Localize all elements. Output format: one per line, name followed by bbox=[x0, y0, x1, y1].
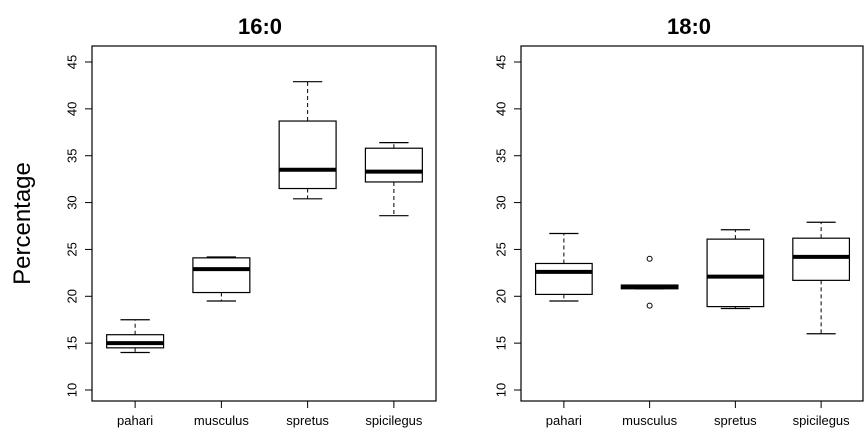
iqr-box bbox=[192, 257, 251, 294]
x-tick-label: spretus bbox=[714, 413, 757, 428]
box-spretus bbox=[278, 81, 337, 200]
iqr-box bbox=[706, 238, 765, 308]
box-spicilegus bbox=[792, 221, 851, 335]
y-tick-label: 20 bbox=[493, 289, 508, 303]
x-tick-label: spicilegus bbox=[365, 413, 423, 428]
y-tick-label: 35 bbox=[493, 148, 508, 162]
iqr-box bbox=[792, 237, 851, 281]
y-tick-label: 20 bbox=[64, 289, 79, 303]
y-tick-label: 30 bbox=[493, 195, 508, 209]
plot-frame bbox=[520, 45, 864, 402]
box-musculus bbox=[620, 255, 679, 309]
iqr-box bbox=[278, 120, 337, 190]
box-spicilegus bbox=[364, 141, 423, 217]
chart-title: 16:0 bbox=[238, 14, 282, 39]
outlier-point bbox=[646, 302, 653, 309]
panel-1: 18:0 10 15 20 25 30 35 40 45 pahari musculus spretu… bbox=[493, 14, 864, 428]
iqr-box bbox=[364, 147, 423, 183]
y-tick-label: 10 bbox=[493, 383, 508, 397]
y-axis-label: Percentage bbox=[9, 162, 36, 285]
x-tick-label: pahari bbox=[546, 413, 582, 428]
x-tick-label: musculus bbox=[622, 413, 677, 428]
y-tick-label: 45 bbox=[493, 55, 508, 69]
y-tick-label: 10 bbox=[64, 383, 79, 397]
box-pahari bbox=[106, 319, 165, 354]
chart-title: 18:0 bbox=[667, 14, 711, 39]
y-tick-label: 25 bbox=[493, 242, 508, 256]
y-tick-label: 30 bbox=[64, 195, 79, 209]
y-tick-label: 15 bbox=[493, 336, 508, 350]
x-tick-label: musculus bbox=[194, 413, 249, 428]
y-tick-label: 45 bbox=[64, 55, 79, 69]
y-tick-label: 25 bbox=[64, 242, 79, 256]
box-musculus bbox=[192, 256, 251, 302]
y-tick-label: 35 bbox=[64, 148, 79, 162]
y-tick-label: 40 bbox=[64, 102, 79, 116]
box-spretus bbox=[706, 229, 765, 310]
panel-0: 16:0 Percentage 10 15 20 25 30 35 40 45 pahari musc… bbox=[9, 14, 437, 428]
x-tick-label: pahari bbox=[117, 413, 153, 428]
x-tick-label: spicilegus bbox=[793, 413, 851, 428]
box-pahari bbox=[534, 232, 593, 302]
x-tick-label: spretus bbox=[286, 413, 329, 428]
outlier-point bbox=[646, 255, 653, 262]
y-tick-label: 15 bbox=[64, 336, 79, 350]
iqr-box bbox=[534, 262, 593, 296]
plot-frame bbox=[91, 45, 437, 402]
y-tick-label: 40 bbox=[493, 102, 508, 116]
